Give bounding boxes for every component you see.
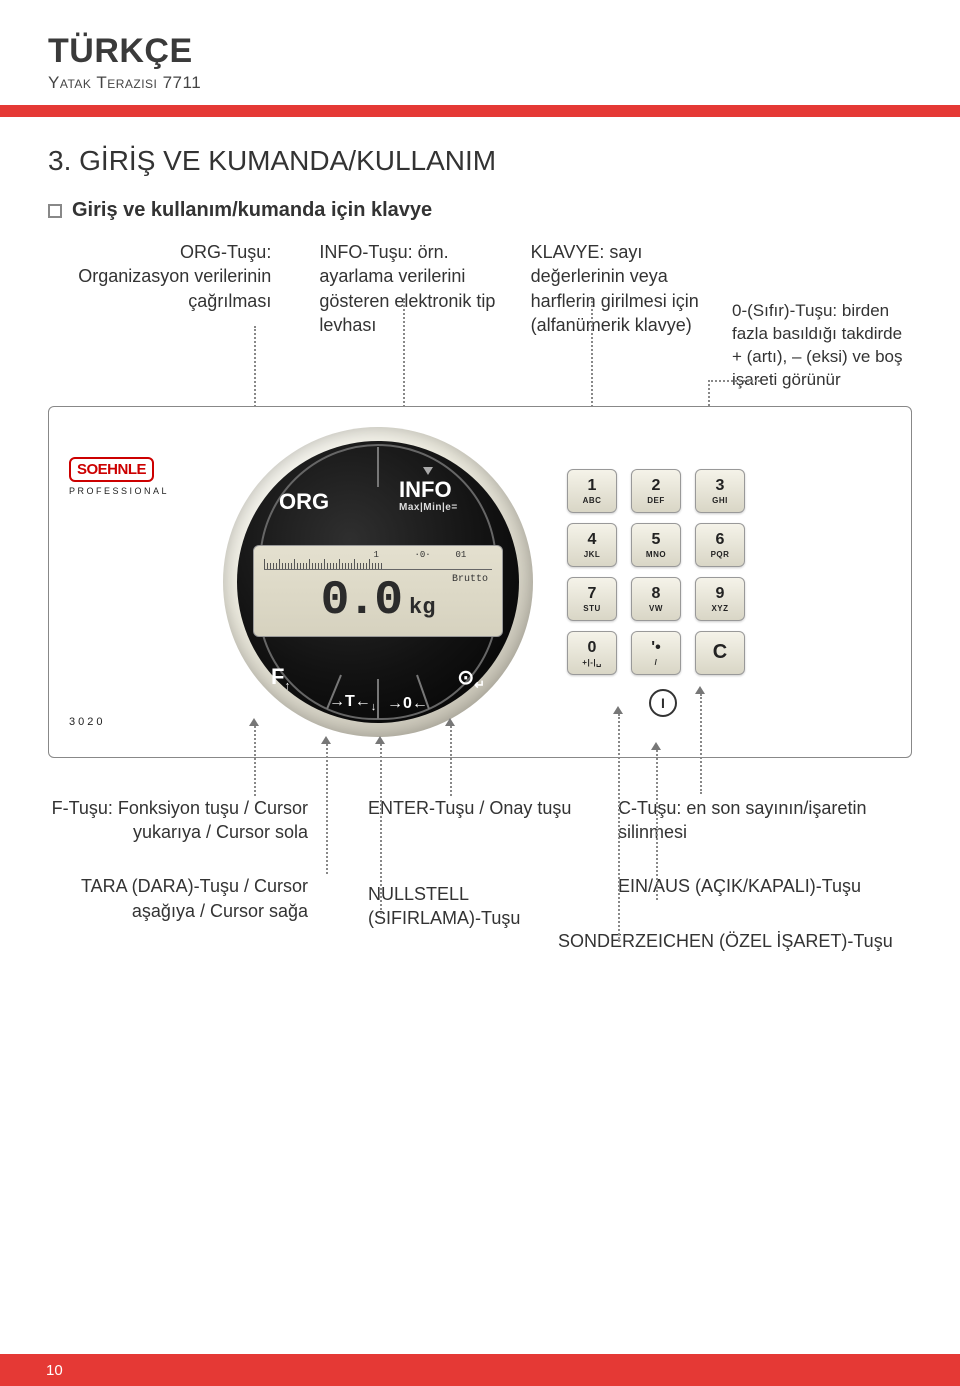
keypad: 1ABC 2DEF 3GHI 4JKL 5MNO 6PQR 7STU 8VW 9…: [567, 469, 745, 675]
display-unit: kg: [409, 595, 435, 620]
footer-bar: 10: [0, 1354, 960, 1386]
ruler-mark: 1: [373, 550, 378, 560]
dotted-leader: [708, 380, 760, 382]
bullet-box-icon: [48, 204, 62, 218]
key-0[interactable]: 0+|-|␣: [567, 631, 617, 675]
arrow-down-icon: [423, 467, 433, 475]
key-1[interactable]: 1ABC: [567, 469, 617, 513]
top-annotations: ORG-Tuşu: Organizasyon verilerinin çağrı…: [48, 240, 912, 392]
bottom-annotations: F-Tuşu: Fonksiyon tuşu / Cursor yukarıya…: [48, 796, 912, 983]
annot-info: INFO-Tuşu: örn. ayarlama verilerini göst…: [319, 240, 512, 392]
dotted-leader: [656, 750, 658, 900]
dotted-leader: [618, 714, 620, 942]
key-8[interactable]: 8VW: [631, 577, 681, 621]
brand-logo: SOEHNLE: [69, 457, 154, 482]
brand-subtext: PROFESSIONAL: [69, 486, 199, 496]
key-6[interactable]: 6PQR: [695, 523, 745, 567]
ruler-mark: ·0·: [414, 550, 430, 560]
dial: ORG INFO Max|Min|e= 1 ·0· 01 Brutto 0.0 …: [223, 427, 533, 737]
dotted-leader: [254, 726, 256, 796]
annot-ein-aus: EIN/AUS (AÇIK/KAPALI)-Tuşu: [618, 874, 898, 898]
dotted-leader: [700, 694, 702, 794]
display-panel: 1 ·0· 01 Brutto 0.0 kg: [253, 545, 503, 637]
ruler-mark: 01: [456, 550, 467, 560]
arrow-up-icon: [695, 686, 705, 694]
annot-org: ORG-Tuşu: Organizasyon verilerinin çağrı…: [78, 240, 271, 392]
arrow-up-icon: [445, 718, 455, 726]
arrow-up-icon: [613, 706, 623, 714]
dotted-leader: [380, 744, 382, 914]
key-2[interactable]: 2DEF: [631, 469, 681, 513]
page-number: 10: [46, 1362, 63, 1379]
info-sub-label: Max|Min|e=: [399, 503, 458, 513]
dotted-leader: [450, 726, 452, 796]
display-ruler: 1 ·0· 01: [264, 552, 492, 570]
accent-bar: [0, 105, 960, 117]
key-4[interactable]: 4JKL: [567, 523, 617, 567]
f-button[interactable]: F↑: [271, 664, 290, 692]
display-value: 0.0: [321, 574, 401, 628]
key-9[interactable]: 9XYZ: [695, 577, 745, 621]
key-3[interactable]: 3GHI: [695, 469, 745, 513]
dotted-leader: [326, 744, 328, 874]
tara-button[interactable]: →T←↓: [329, 693, 376, 713]
enter-button[interactable]: ⊙↵: [457, 665, 485, 693]
brutto-label: Brutto: [452, 574, 488, 585]
key-c[interactable]: C: [695, 631, 745, 675]
arrow-up-icon: [375, 736, 385, 744]
org-button[interactable]: ORG: [279, 491, 329, 513]
annot-tara: TARA (DARA)-Tuşu / Cursor aşağıya / Curs…: [48, 874, 308, 923]
annot-keypad: KLAVYE: sayı değerlerinin veya harflerin…: [531, 240, 724, 392]
annot-c-key: C-Tuşu: en son sayının/işaretin silinmes…: [618, 796, 898, 845]
key-special[interactable]: '•/: [631, 631, 681, 675]
info-button[interactable]: INFO: [399, 479, 452, 501]
key-7[interactable]: 7STU: [567, 577, 617, 621]
arrow-up-icon: [651, 742, 661, 750]
arrow-up-icon: [249, 718, 259, 726]
annot-f-key: F-Tuşu: Fonksiyon tuşu / Cursor yukarıya…: [48, 796, 308, 845]
annot-sonder: SONDERZEICHEN (ÖZEL İŞARET)-Tuşu: [558, 929, 898, 953]
annot-enter: ENTER-Tuşu / Onay tuşu: [368, 796, 578, 820]
annot-zero-key: 0-(Sıfır)-Tuşu: birden fazla basıldığı t…: [732, 300, 912, 392]
zero-button[interactable]: →0←: [387, 695, 428, 713]
section-subheading: Giriş ve kullanım/kumanda için klavye: [48, 199, 912, 222]
device-panel: SOEHNLE PROFESSIONAL 3020: [48, 406, 912, 758]
section-title: 3. GİRİŞ VE KUMANDA/KULLANIM: [48, 145, 912, 177]
product-subtitle: Yatak Terazisi 7711: [48, 73, 912, 93]
section-sub-text: Giriş ve kullanım/kumanda için klavye: [72, 199, 432, 222]
model-number: 3020: [69, 716, 199, 728]
key-5[interactable]: 5MNO: [631, 523, 681, 567]
arrow-up-icon: [321, 736, 331, 744]
annot-nullstell: NULLSTELL (SIFIRLAMA)-Tuşu: [368, 882, 578, 931]
power-button[interactable]: I: [649, 689, 677, 717]
language-label: TÜRKÇE: [48, 32, 912, 71]
